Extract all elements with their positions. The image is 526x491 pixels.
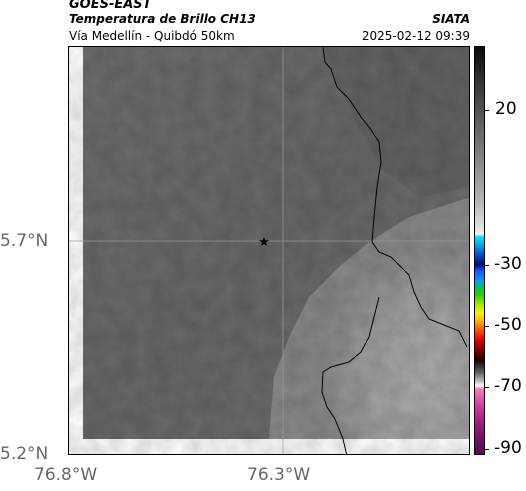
colorbar-tick	[485, 326, 489, 327]
colorbar-label: -70	[494, 376, 522, 396]
lat-tick-label: 5.7°N	[0, 231, 49, 251]
colorbar-label: -50	[494, 315, 522, 335]
colorbar	[474, 46, 485, 455]
agency-label: SIATA	[432, 12, 470, 26]
colorbar-tick	[485, 387, 489, 388]
colorbar-tick	[485, 449, 489, 450]
colorbar-label: 20	[495, 99, 517, 119]
colorbar-tick	[485, 265, 489, 266]
map-canvas: ★	[69, 47, 469, 454]
satellite-map[interactable]: ★	[68, 46, 470, 455]
route-label: Vía Medellín - Quibdó 50km	[69, 29, 235, 43]
lon-tick-label: 76.3°W	[247, 465, 311, 485]
raster-texture	[83, 47, 469, 439]
colorbar-tick	[485, 110, 489, 111]
lat-tick-label: 5.2°N	[0, 444, 49, 464]
department-border-south	[321, 296, 380, 454]
product-title: Temperatura de Brillo CH13	[69, 12, 256, 26]
department-border	[322, 47, 468, 348]
colorbar-label: -90	[494, 438, 522, 458]
star-icon[interactable]: ★	[258, 235, 270, 250]
timestamp-label: 2025-02-12 09:39	[361, 29, 470, 43]
colorbar-label: -30	[494, 254, 522, 274]
satellite-title: GOES-EAST	[69, 0, 152, 12]
lon-tick-label: 76.8°W	[34, 465, 98, 485]
